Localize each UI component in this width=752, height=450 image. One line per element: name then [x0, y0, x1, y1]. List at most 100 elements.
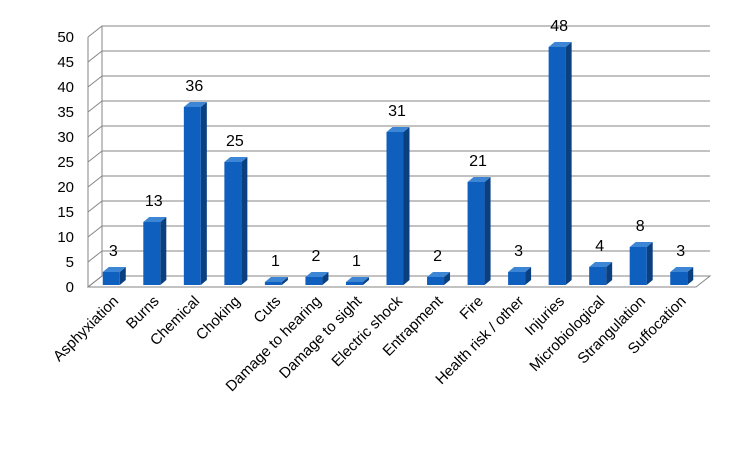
- y-tick-label: 50: [57, 29, 74, 46]
- bar-top: [224, 157, 248, 162]
- data-label: 2: [433, 248, 442, 265]
- bar-side: [281, 277, 288, 285]
- bar-front: [305, 277, 323, 285]
- bar-front: [264, 282, 282, 285]
- bar-side: [362, 277, 369, 285]
- bar: [467, 177, 491, 285]
- bar-side: [241, 157, 248, 285]
- data-label: 2: [311, 248, 320, 265]
- bar-side: [160, 217, 167, 285]
- data-label: 13: [145, 193, 163, 210]
- bar-top: [467, 177, 491, 182]
- bar-front: [143, 222, 161, 285]
- bar-side: [200, 102, 207, 285]
- bar-front: [548, 47, 566, 285]
- bar-top: [102, 267, 126, 272]
- bar-top: [345, 277, 369, 282]
- y-tick-labels: 0 5 10 15 20 25 30 35 40 45 50: [57, 29, 74, 296]
- bar: [589, 262, 613, 285]
- axes: [86, 26, 712, 288]
- bar-front: [386, 132, 404, 285]
- y-tick-label: 0: [66, 279, 74, 296]
- data-label: 36: [185, 78, 203, 95]
- bar-side: [444, 272, 451, 285]
- y-tick-label: 10: [57, 229, 74, 246]
- data-label: 3: [676, 243, 685, 260]
- gridline: [87, 75, 710, 88]
- bar-side: [646, 242, 653, 285]
- bar: [670, 267, 694, 285]
- bar-side: [119, 267, 126, 285]
- data-label: 1: [352, 253, 361, 270]
- bar: [345, 277, 369, 285]
- bar-front: [183, 107, 201, 285]
- bar: [224, 157, 248, 285]
- x-tick-label: Choking: [193, 293, 244, 344]
- bar-top: [548, 42, 572, 47]
- gridline: [87, 50, 710, 63]
- bar-front: [589, 267, 607, 285]
- bar-side: [606, 262, 613, 285]
- y-tick-label: 30: [57, 129, 74, 146]
- bar: [264, 277, 288, 285]
- bar-front: [670, 272, 688, 285]
- bar-top: [264, 277, 288, 282]
- bar-side: [525, 267, 532, 285]
- bar: [143, 217, 167, 285]
- bar: [102, 267, 126, 285]
- bar-top: [386, 127, 410, 132]
- bar-side: [322, 272, 329, 285]
- bar-top: [305, 272, 329, 277]
- bar-top: [629, 242, 653, 247]
- gridline: [87, 25, 710, 38]
- data-label: 48: [550, 18, 568, 35]
- x-tick-label: Cuts: [250, 293, 284, 327]
- bar-front: [467, 182, 485, 285]
- bar-front: [629, 247, 647, 285]
- bar: [629, 242, 653, 285]
- bar-top: [508, 267, 532, 272]
- bar: [427, 272, 451, 285]
- y-tick-label: 45: [57, 54, 74, 71]
- bar: [183, 102, 207, 285]
- y-tick-label: 25: [57, 154, 74, 171]
- data-label: 25: [226, 133, 244, 150]
- data-label: 3: [514, 243, 523, 260]
- x-tick-label: Asphyxiation: [50, 293, 122, 365]
- bar-top: [589, 262, 613, 267]
- bar-front: [102, 272, 120, 285]
- bar-side: [403, 127, 410, 285]
- bar-side: [687, 267, 694, 285]
- bar-top: [183, 102, 207, 107]
- y-tick-label: 15: [57, 204, 74, 221]
- bar-front: [345, 282, 363, 285]
- bar: [548, 42, 572, 285]
- bars: [102, 42, 694, 285]
- bar-front: [427, 277, 445, 285]
- data-label: 8: [636, 218, 645, 235]
- data-label: 21: [469, 153, 487, 170]
- data-label: 4: [595, 238, 604, 255]
- y-tick-label: 5: [66, 254, 74, 271]
- bar: [508, 267, 532, 285]
- bar-front: [224, 162, 242, 285]
- y-tick-label: 40: [57, 79, 74, 96]
- y-tick-label: 35: [57, 104, 74, 121]
- bar-side: [484, 177, 491, 285]
- bar-top: [143, 217, 167, 222]
- y-tick-label: 20: [57, 179, 74, 196]
- x-tick-label: Fire: [457, 293, 487, 323]
- x-axis-floor: [86, 275, 712, 288]
- bar-top: [670, 267, 694, 272]
- bar: [386, 127, 410, 285]
- data-label: 3: [109, 243, 118, 260]
- bar-front: [508, 272, 526, 285]
- bar: [305, 272, 329, 285]
- bar-top: [427, 272, 451, 277]
- bar-side: [565, 42, 572, 285]
- data-label: 31: [388, 103, 406, 120]
